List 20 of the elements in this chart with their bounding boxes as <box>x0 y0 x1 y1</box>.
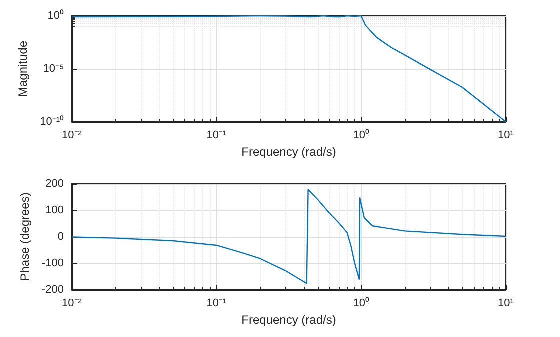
y-tick-label: 100 <box>46 204 64 216</box>
x-tick-label: 10⁻² <box>62 130 82 142</box>
y-tick-label: 10⁰ <box>48 9 64 22</box>
y-tick-label: 10⁻¹⁰ <box>40 115 64 128</box>
x-tick-label: 10⁰ <box>353 128 370 142</box>
y-tick-label: 200 <box>46 178 64 190</box>
y-axis-title: Phase (degrees) <box>18 192 32 282</box>
x-tick-label: 10⁰ <box>353 296 370 310</box>
x-tick-label: 10¹ <box>498 130 514 142</box>
y-tick-label: -200 <box>42 284 64 296</box>
x-tick-label: 10⁻² <box>62 298 82 310</box>
x-tick-label: 10⁻¹ <box>206 298 227 310</box>
y-tick-label: 10⁻⁵ <box>43 63 64 75</box>
x-axis-title: Frequency (rad/s) <box>242 312 336 327</box>
x-tick-label: 10⁻¹ <box>206 130 227 142</box>
x-tick-label: 10¹ <box>498 298 514 310</box>
x-axis-title: Frequency (rad/s) <box>242 144 336 159</box>
y-tick-label: 0 <box>58 231 64 243</box>
y-tick-label: -100 <box>42 258 64 270</box>
y-axis-title: Magnitude <box>16 40 30 98</box>
